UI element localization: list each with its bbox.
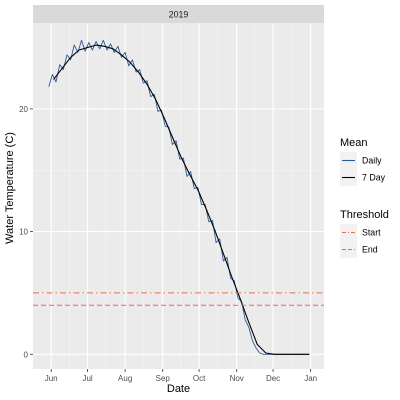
y-tick-label: 10: [19, 228, 28, 237]
x-tick-label: Nov: [230, 374, 244, 383]
x-tick-label: Aug: [118, 374, 132, 383]
legend-label: Start: [362, 228, 381, 238]
legend-label: End: [362, 245, 378, 255]
series-line-7-day: [53, 44, 310, 355]
y-tick-label: 0: [24, 350, 29, 359]
legend-title-mean: Mean: [340, 137, 368, 149]
y-axis-title: Water Temperature (C): [4, 132, 16, 244]
x-tick-label: Oct: [193, 374, 206, 383]
x-axis-title: Date: [167, 383, 190, 395]
x-tick-label: Jan: [304, 374, 317, 383]
axes: Jun Jul Aug Sep Oct Nov Dec Jan 0 10 20: [19, 105, 317, 383]
x-tick-label: Dec: [266, 374, 280, 383]
legend-label: 7 Day: [362, 173, 386, 183]
x-tick-label: Jul: [82, 374, 92, 383]
facet-strip: 2019: [33, 5, 324, 23]
y-tick-label: 20: [19, 105, 28, 114]
facet-strip-background: [33, 5, 324, 23]
legend-label: Daily: [362, 156, 382, 166]
series-line-daily: [48, 39, 310, 355]
panel-background: [33, 23, 324, 369]
facet-strip-label: 2019: [169, 10, 189, 20]
x-tick-label: Sep: [156, 374, 171, 383]
plot-panel: [33, 23, 324, 369]
x-tick-label: Jun: [45, 374, 58, 383]
legends: Mean Daily 7 Day Threshold Start End: [340, 137, 389, 258]
legend-title-threshold: Threshold: [340, 209, 389, 221]
